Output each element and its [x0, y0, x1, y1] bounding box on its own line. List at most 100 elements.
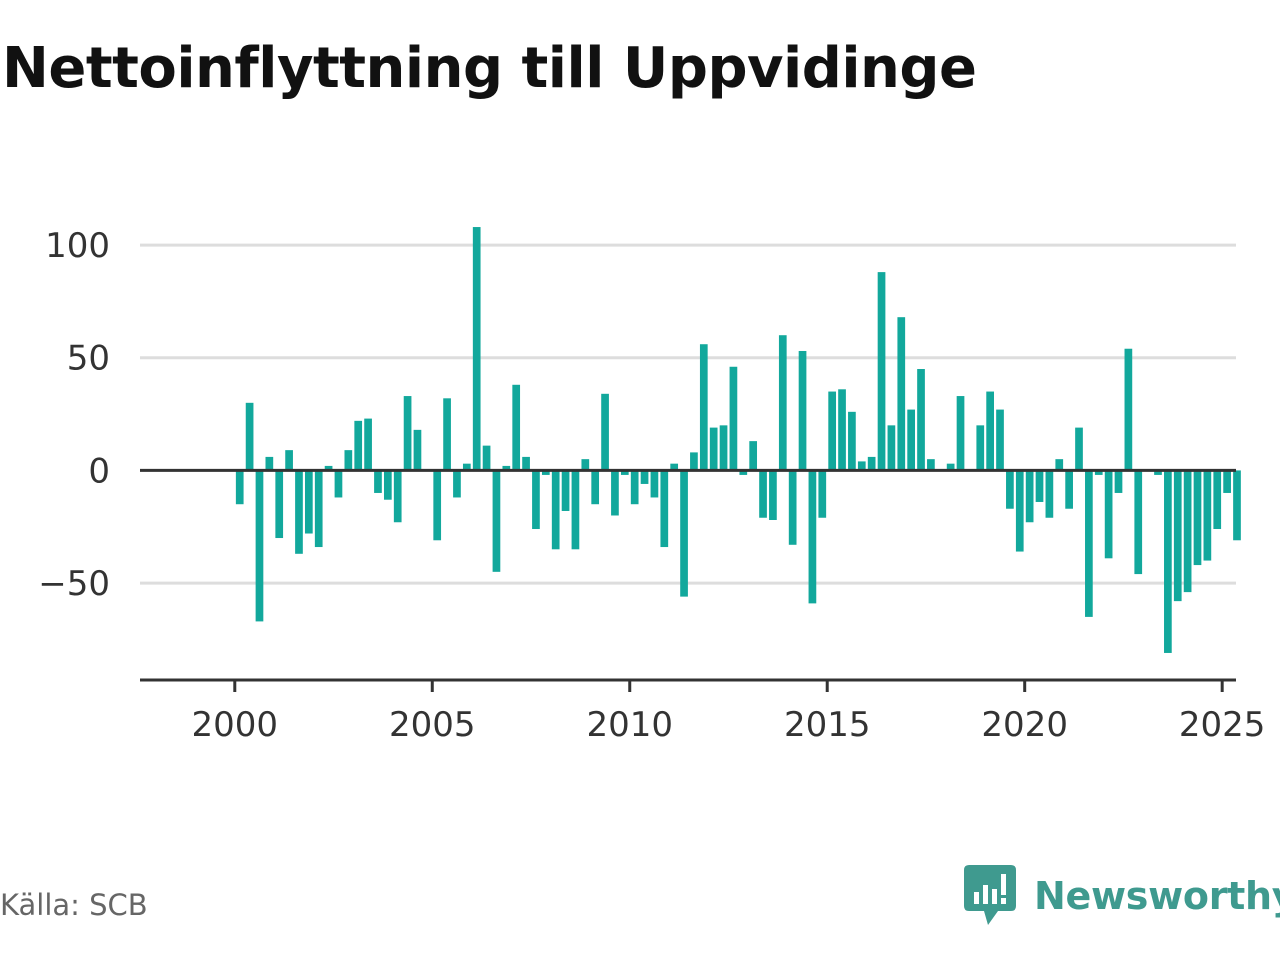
- x-tick-label: 2005: [389, 705, 476, 745]
- brand-name: Newsworthy: [1034, 874, 1280, 918]
- bar: [492, 470, 501, 572]
- newsworthy-logo-icon: [964, 865, 1016, 925]
- bar: [660, 470, 669, 548]
- bar: [512, 384, 521, 471]
- bar: [976, 425, 985, 471]
- bar: [1124, 348, 1133, 471]
- bar: [1025, 470, 1034, 523]
- bar: [719, 425, 728, 471]
- bar: [591, 470, 600, 505]
- bar: [245, 402, 254, 471]
- brand-logo: Newsworthy: [964, 864, 1280, 928]
- bar: [640, 470, 649, 484]
- bar: [788, 470, 797, 545]
- bar: [1134, 470, 1143, 575]
- bar: [472, 227, 481, 471]
- bar: [956, 396, 965, 471]
- bar: [235, 470, 244, 505]
- bar: [314, 470, 323, 548]
- bar: [1164, 470, 1172, 653]
- bar: [739, 470, 748, 475]
- bar: [996, 409, 1004, 471]
- bars: [235, 227, 1241, 653]
- y-tick-label: 0: [88, 451, 110, 491]
- bar: [354, 420, 363, 471]
- bar: [403, 396, 412, 471]
- bar: [620, 470, 629, 475]
- bar: [532, 470, 540, 530]
- bar: [443, 398, 451, 471]
- bar: [304, 470, 313, 534]
- bar: [413, 429, 422, 471]
- bar: [759, 470, 767, 518]
- bar: [1065, 470, 1073, 509]
- bar: [1233, 470, 1241, 541]
- bar: [1154, 470, 1162, 475]
- bar: [482, 445, 491, 471]
- bar: [551, 470, 560, 550]
- bar: [285, 450, 293, 471]
- bar: [1203, 470, 1212, 561]
- bar: [1114, 470, 1123, 493]
- bar: [1035, 470, 1044, 502]
- bar: [433, 470, 442, 541]
- axes: [140, 468, 1236, 692]
- bar: [275, 470, 284, 539]
- bar: [650, 470, 659, 498]
- bar: [561, 470, 570, 511]
- bar: [946, 463, 955, 471]
- bar: [393, 470, 402, 523]
- bar: [295, 470, 303, 554]
- bar: [344, 450, 353, 471]
- bar: [601, 393, 609, 471]
- bar: [522, 456, 530, 471]
- tick-labels: −50 0 50 100 2000 2005 2010 2015 2020 2025: [38, 226, 1265, 745]
- bar: [374, 470, 382, 493]
- bar: [1006, 470, 1014, 509]
- bar: [1183, 470, 1192, 593]
- bar: [690, 452, 698, 471]
- bar: [1104, 470, 1113, 559]
- bar: [877, 272, 886, 471]
- bar: [1173, 470, 1182, 602]
- bar: [729, 366, 738, 471]
- bar: [927, 459, 935, 471]
- bar: [818, 470, 827, 518]
- bar: [502, 465, 511, 471]
- bar: [699, 344, 708, 471]
- bar: [541, 470, 550, 475]
- bar: [1055, 459, 1064, 471]
- bar: [680, 470, 688, 597]
- bar: [1223, 470, 1231, 493]
- bar: [630, 470, 639, 505]
- bar: [265, 456, 274, 471]
- bar: [324, 465, 333, 471]
- x-tick-label: 2025: [1179, 705, 1266, 745]
- x-tick-label: 2010: [586, 705, 673, 745]
- bar: [857, 461, 866, 471]
- bar: [986, 391, 994, 471]
- bar: [453, 470, 461, 498]
- y-tick-label: 50: [67, 339, 110, 379]
- bar: [1094, 470, 1103, 475]
- bar: [1193, 470, 1202, 566]
- bar: [808, 470, 817, 604]
- bar: [1045, 470, 1054, 518]
- bar: [1015, 470, 1024, 552]
- bar: [749, 441, 758, 471]
- bar: [907, 409, 916, 471]
- bar: [828, 391, 837, 471]
- y-tick-label: −50: [38, 564, 110, 604]
- source-note: Källa: SCB: [0, 888, 148, 922]
- bar: [709, 427, 718, 471]
- bar: [255, 470, 264, 622]
- bar: [917, 369, 925, 471]
- bar: [1085, 470, 1093, 617]
- x-tick-label: 2015: [784, 705, 871, 745]
- bar: [571, 470, 580, 550]
- bar: [364, 418, 372, 471]
- bar: [867, 456, 876, 471]
- bar: [383, 470, 392, 500]
- gridlines: [140, 243, 1236, 585]
